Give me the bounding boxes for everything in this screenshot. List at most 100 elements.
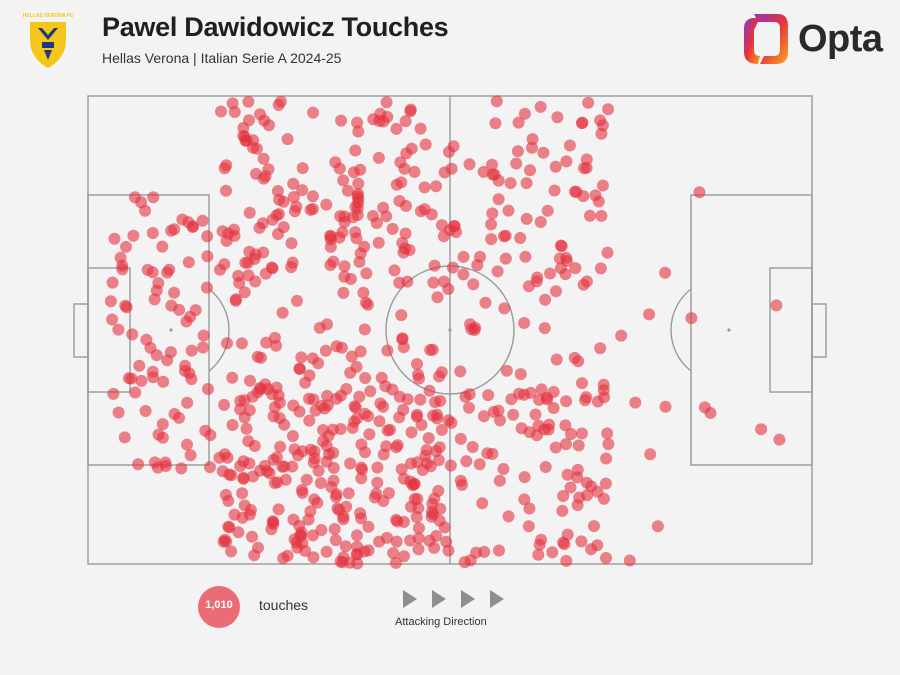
- touch-point: [112, 323, 125, 336]
- touch-point: [602, 103, 615, 116]
- touch-point: [319, 344, 332, 357]
- touch-point: [351, 209, 364, 221]
- touch-point: [403, 244, 416, 256]
- touch-point: [165, 299, 178, 312]
- touch-point: [354, 345, 367, 358]
- touch-point: [321, 399, 334, 412]
- touch-point: [293, 519, 306, 532]
- touch-point: [418, 181, 431, 194]
- touch-point: [351, 540, 364, 553]
- right-penalty-arc: [670, 288, 692, 372]
- touch-point: [243, 114, 255, 127]
- touch-point: [524, 386, 537, 399]
- touch-point: [355, 472, 368, 485]
- touch-point: [560, 395, 573, 408]
- touch-point: [354, 507, 367, 520]
- touch-point: [560, 554, 573, 567]
- touch-point: [246, 530, 258, 543]
- touch-point: [520, 177, 533, 190]
- touch-point: [286, 430, 299, 442]
- touch-point: [263, 119, 275, 132]
- touch-point: [399, 115, 412, 128]
- touch-point: [257, 152, 270, 165]
- touch-point: [412, 543, 425, 556]
- touch-point: [315, 524, 328, 536]
- touch-point: [157, 375, 170, 388]
- touch-point: [307, 106, 320, 119]
- touch-point: [381, 531, 393, 544]
- touch-point: [220, 159, 233, 172]
- touch-point: [576, 117, 588, 130]
- touch-point: [285, 237, 298, 250]
- touch-point: [464, 554, 477, 567]
- touch-point: [349, 144, 362, 157]
- touch-point: [418, 203, 431, 216]
- touch-point: [146, 227, 159, 239]
- touch-point: [659, 266, 672, 279]
- touch-point: [202, 383, 214, 395]
- touch-point: [463, 158, 476, 171]
- touch-point: [540, 391, 553, 404]
- touch-point: [221, 337, 233, 350]
- touch-point: [251, 350, 264, 363]
- touch-point: [268, 477, 281, 489]
- right-penalty-box: [690, 194, 813, 466]
- touch-point: [770, 299, 783, 312]
- touch-point: [408, 493, 421, 506]
- touch-point: [488, 168, 501, 181]
- touch-point: [457, 268, 470, 281]
- touch-point: [287, 177, 300, 190]
- touch-point: [242, 269, 255, 282]
- touch-point: [544, 267, 557, 280]
- touch-point: [601, 246, 614, 259]
- touch-point: [492, 193, 505, 206]
- touch-point: [262, 163, 275, 176]
- touch-point: [412, 502, 425, 515]
- touch-point: [435, 423, 448, 436]
- touch-point: [445, 416, 458, 429]
- right-goal: [811, 303, 827, 358]
- touch-point: [185, 373, 198, 386]
- touch-point: [518, 107, 531, 120]
- touch-point: [493, 544, 505, 557]
- touch-point: [419, 138, 432, 151]
- touch-point: [377, 400, 390, 413]
- opta-mark-icon: [744, 14, 788, 64]
- touch-point: [395, 176, 408, 189]
- touch-point: [327, 446, 340, 459]
- touch-point: [222, 520, 235, 533]
- touch-point: [584, 209, 596, 222]
- touch-point: [571, 499, 584, 512]
- touch-point: [237, 472, 250, 485]
- touch-point: [623, 554, 636, 567]
- touch-point: [372, 151, 385, 164]
- legend: 1,010 touches Attacking Direction: [0, 580, 900, 675]
- touch-point: [384, 423, 396, 436]
- touch-point: [238, 286, 251, 299]
- touch-point: [272, 208, 285, 221]
- touch-point: [510, 157, 523, 170]
- touch-point: [168, 223, 181, 236]
- touch-point: [364, 385, 377, 398]
- touch-point: [147, 191, 160, 204]
- touch-point: [397, 403, 410, 416]
- touch-point: [400, 147, 413, 160]
- touch-point: [112, 406, 125, 419]
- touch-point: [362, 520, 375, 533]
- touch-point: [550, 285, 562, 298]
- touch-point: [427, 409, 440, 422]
- touch-point: [296, 484, 308, 496]
- touch-point: [482, 389, 495, 402]
- touch-point: [334, 210, 347, 223]
- touch-point: [698, 401, 711, 414]
- touch-point: [596, 179, 609, 192]
- touch-point: [338, 270, 351, 283]
- touch-point: [197, 341, 209, 354]
- touch-point: [353, 390, 366, 403]
- touch-point: [556, 504, 569, 517]
- touch-point: [204, 429, 217, 442]
- touch-point: [554, 239, 567, 252]
- touch-point: [401, 275, 414, 288]
- touch-point: [274, 440, 287, 453]
- touch-point: [427, 276, 440, 289]
